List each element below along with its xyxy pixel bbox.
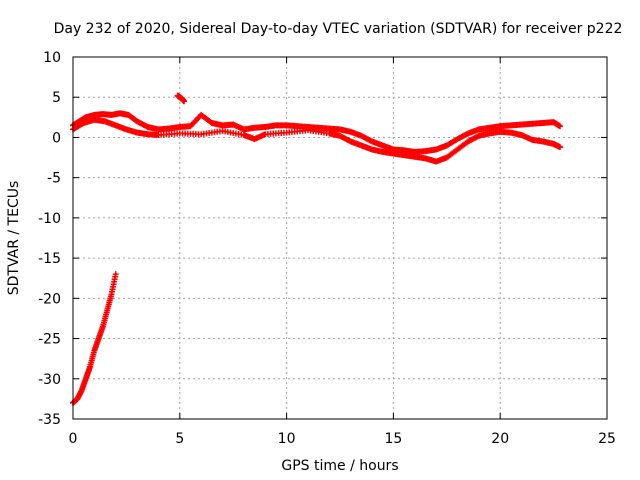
x-axis-label: GPS time / hours	[281, 458, 398, 474]
x-tick-label: 10	[278, 431, 296, 447]
y-tick-label: -10	[38, 211, 61, 227]
grid-lines	[73, 57, 607, 419]
y-tick-label: 10	[43, 50, 61, 66]
y-tick-label: 5	[52, 90, 61, 106]
lower-band-point	[557, 144, 564, 151]
y-tick-label: 0	[52, 130, 61, 146]
tick-labels: 0 5 10 15 20 25 -35 -30 -25 -20 -15 -10 -5 0 5 10	[38, 50, 616, 447]
x-tick-label: 15	[384, 431, 402, 447]
isolated-points-point	[181, 98, 188, 105]
y-tick-label: -5	[47, 171, 61, 187]
y-axis-label: SDTVAR / TECUs	[6, 181, 22, 296]
y-tick-label: -15	[38, 251, 61, 267]
y-tick-label: -35	[38, 412, 61, 428]
y-tick-label: -20	[38, 291, 61, 307]
chart-title: Day 232 of 2020, Sidereal Day-to-day VTE…	[54, 21, 623, 37]
x-tick-label: 25	[598, 431, 616, 447]
y-tick-label: -25	[38, 332, 61, 348]
x-tick-label: 5	[175, 431, 184, 447]
y-tick-label: -30	[38, 372, 61, 388]
x-tick-label: 0	[69, 431, 78, 447]
steep-ramp-point	[112, 271, 119, 278]
plot-frame	[72, 56, 608, 420]
data-points	[70, 92, 564, 406]
upper-band-point	[557, 123, 564, 130]
x-tick-label: 20	[491, 431, 509, 447]
